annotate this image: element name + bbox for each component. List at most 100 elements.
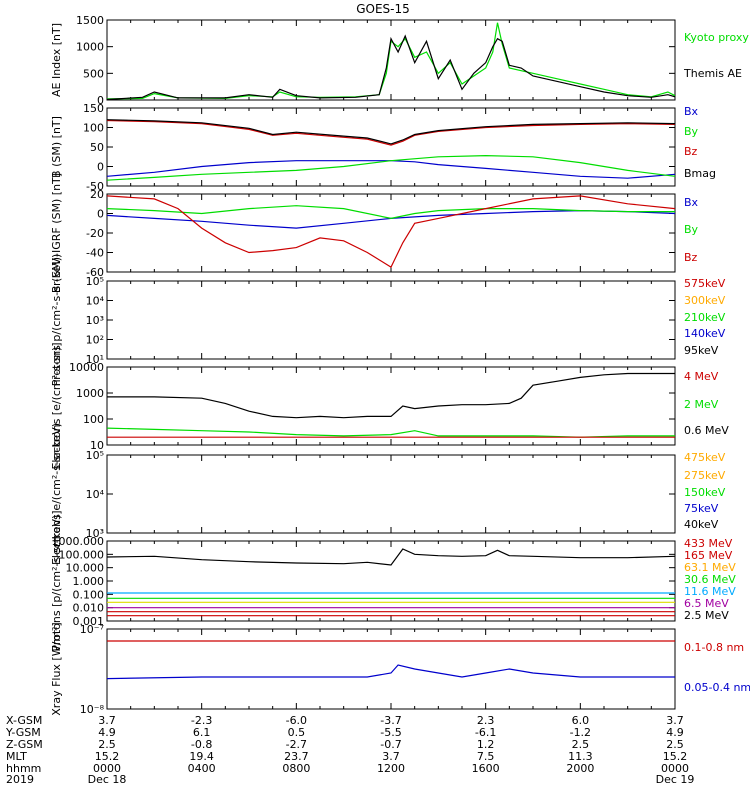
time-axis-value: -2.3 xyxy=(191,714,212,727)
y-tick-label: 10¹ xyxy=(86,353,104,366)
time-axis-value: -0.8 xyxy=(191,738,212,751)
legend-entry: 433 MeV xyxy=(684,537,733,550)
series-group xyxy=(107,22,675,100)
panel-ae: 0 500 1000 1500 AE Index [nT] Kyoto proxy AE T… xyxy=(50,14,750,107)
y-tick-label: -60 xyxy=(86,266,104,279)
y-tick-label: 500 xyxy=(83,67,104,80)
series-line-bz xyxy=(107,195,675,268)
panel-frame xyxy=(106,366,676,446)
panel-frame xyxy=(106,19,676,101)
time-axis-value: 15.2 xyxy=(95,750,120,763)
panel-xray: 10⁻⁸ 10⁻⁷ Xray Flux [W/m²] 0.1-0.8 nm 0.05-0… xyxy=(50,622,750,716)
y-tick-label: 0 xyxy=(97,208,104,221)
time-axis-value: -1.2 xyxy=(570,726,591,739)
panel-protons2: 0.0010.0100.1001.00010.000100.0001000.00… xyxy=(50,510,736,651)
time-axis-value: 11.3 xyxy=(568,750,593,763)
time-axis-value: 3.7 xyxy=(98,714,116,727)
time-axis-value: 0400 xyxy=(188,762,216,775)
series-group xyxy=(107,195,675,268)
y-tick-label: 0.001 xyxy=(73,615,105,628)
series-group xyxy=(107,372,675,438)
y-tick-label: 100.000 xyxy=(59,548,105,561)
series-group xyxy=(107,640,675,680)
y-tick-label: 10² xyxy=(86,334,104,347)
series-group xyxy=(107,119,675,181)
y-tick-label: 10.000 xyxy=(66,562,105,575)
time-axis-value: -6.0 xyxy=(286,714,307,727)
panel-frame xyxy=(106,107,676,187)
y-tick-label: 100 xyxy=(83,413,104,426)
time-axis-value: 19.4 xyxy=(189,750,214,763)
panel-bigrf: -60 -40 -20 0 20 B (SM)-IGRF (SM) [nT] Bx By Bz xyxy=(50,173,699,293)
legend-entry: 165 MeV xyxy=(684,549,733,562)
legend-entry: 275keV xyxy=(684,469,726,482)
time-axis-value: 15.2 xyxy=(663,750,688,763)
legend-entry: 11.6 MeV xyxy=(684,585,736,598)
legend-entry: Bx xyxy=(684,196,699,209)
time-axis-value: 23.7 xyxy=(284,750,309,763)
time-axis-value: 4.9 xyxy=(666,726,684,739)
y-tick-label: 1500 xyxy=(76,14,104,27)
time-axis-value: 1200 xyxy=(377,762,405,775)
time-axis-value: 6.1 xyxy=(193,726,211,739)
legend-entry: 30.6 MeV xyxy=(684,573,736,586)
legend-entry: 75keV xyxy=(684,502,719,515)
y-tick-label: 0.100 xyxy=(73,588,105,601)
y-tick-label: 10000 xyxy=(69,361,104,374)
series-line-bx xyxy=(107,160,675,179)
time-axis-value: 3.7 xyxy=(382,750,400,763)
time-axis-value: 6.0 xyxy=(572,714,590,727)
y-tick-label: 1.000 xyxy=(73,575,105,588)
legend-entry: 6.5 MeV xyxy=(684,597,729,610)
series-line-bz xyxy=(107,119,675,146)
legend-entry: Kyoto proxy AE xyxy=(684,31,750,44)
y-tick-label: 1000 xyxy=(76,387,104,400)
y-tick-label: -50 xyxy=(86,180,104,193)
time-axis-row-label: X-GSM xyxy=(6,714,42,727)
panel-electrons2: 10³ 10⁴ 10⁵ Electrons e/(cm²-s-sr-keV) 475ke… xyxy=(50,423,726,565)
time-axis-value: 7.5 xyxy=(477,750,495,763)
time-axis-value: -2.7 xyxy=(286,738,307,751)
time-axis-value: -3.7 xyxy=(380,714,401,727)
legend-entry: 95keV xyxy=(684,344,719,357)
legend-entry: 210keV xyxy=(684,311,726,324)
legend-entry: Bz xyxy=(684,251,698,264)
y-tick-label: 20 xyxy=(90,188,104,201)
y-axis-label: Xray Flux [W/m²] xyxy=(50,622,63,715)
legend-entry: By xyxy=(684,125,699,138)
legend-entry: 4 MeV xyxy=(684,370,719,383)
legend-entry: Themis AE xyxy=(683,67,742,80)
time-axis-value: -6.1 xyxy=(475,726,496,739)
panel-frame xyxy=(106,540,676,622)
time-axis-value: 2.3 xyxy=(477,714,495,727)
panel-electrons1: 10 100 1000 10000 Electrons [e/(cm²-s-sr)] 4 … xyxy=(50,342,729,469)
legend-entry: 40keV xyxy=(684,518,719,531)
y-tick-label: 1000 xyxy=(76,41,104,54)
legend-entry: 140keV xyxy=(684,327,726,340)
y-tick-label: 10³ xyxy=(86,314,104,327)
y-axis-label: Protons [p/(cm²-s-sr-keV)] xyxy=(50,510,63,651)
y-tick-label: 50 xyxy=(90,141,104,154)
time-axis-value: 2000 xyxy=(566,762,594,775)
series-line-2-mev xyxy=(107,427,675,438)
y-tick-label: -20 xyxy=(86,227,104,240)
time-axis-row-label: Y-GSM xyxy=(5,726,41,739)
time-axis-row-label: MLT xyxy=(6,750,27,763)
chart-title: GOES-15 xyxy=(356,2,410,16)
y-axis-label: Electrons [e/(cm²-s-sr)] xyxy=(50,342,63,469)
y-tick-label: 10 xyxy=(90,439,104,452)
y-axis-label: Protons p/(cm²-s-sr-keV) xyxy=(50,254,63,387)
time-axis-value: 2.5 xyxy=(666,738,684,751)
y-tick-label: 1000.000 xyxy=(52,535,105,548)
y-tick-label: 150 xyxy=(83,102,104,115)
legend-entry: 475keV xyxy=(684,451,726,464)
legend-entry: Bz xyxy=(684,145,698,158)
time-axis-value: 4.9 xyxy=(98,726,116,739)
legend-entry: Bx xyxy=(684,105,699,118)
y-axis-label: B (SM) [nT] xyxy=(50,116,63,178)
time-axis-value: -0.7 xyxy=(380,738,401,751)
y-tick-label: 10³ xyxy=(86,527,104,540)
time-axis-value: 0.5 xyxy=(288,726,306,739)
